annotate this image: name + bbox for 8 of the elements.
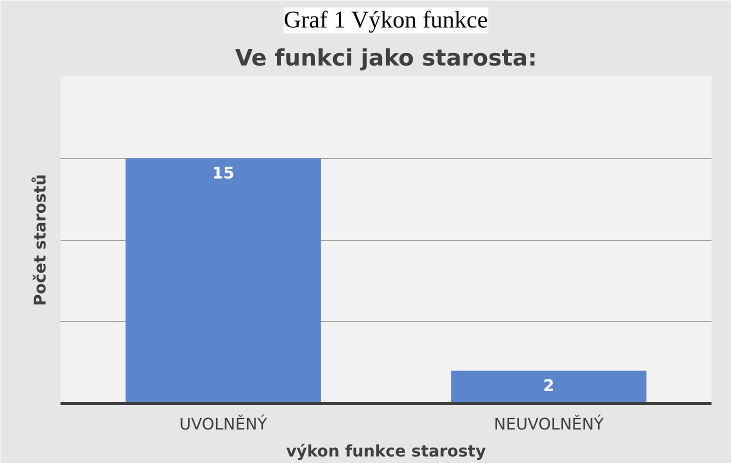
text: Graf 1 Výkon funkce bbox=[284, 8, 488, 34]
x-tick-label: NEUVOLNĚNÝ bbox=[494, 414, 604, 434]
x-axis-title: výkon funkce starosty bbox=[286, 442, 486, 460]
chart-title: Ve funkci jako starosta: bbox=[235, 46, 537, 72]
x-tick-label: UVOLNĚNÝ bbox=[179, 414, 268, 434]
data-label: 15 bbox=[212, 163, 234, 182]
data-label: 2 bbox=[543, 376, 554, 395]
y-axis-title: Počet starostů bbox=[30, 174, 50, 306]
